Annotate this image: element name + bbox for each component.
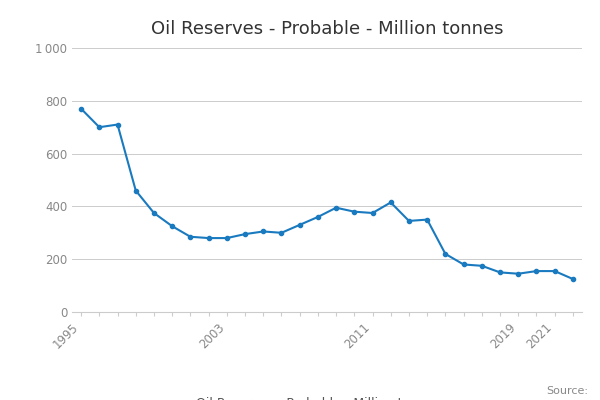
Oil Reserves - Probable - Million tonnes [569,277,577,282]
Oil Reserves - Probable - Million tonnes [332,205,340,210]
Line: Oil Reserves - Probable - Million tonnes: Oil Reserves - Probable - Million tonnes [79,107,575,281]
Oil Reserves - Probable - Million tonnes [387,200,394,205]
Oil Reserves - Probable - Million tonnes [278,230,285,235]
Oil Reserves - Probable - Million tonnes [478,264,485,268]
Oil Reserves - Probable - Million tonnes [223,236,230,240]
Oil Reserves - Probable - Million tonnes [369,210,376,215]
Oil Reserves - Probable - Million tonnes [77,106,85,111]
Oil Reserves - Probable - Million tonnes [442,252,449,256]
Title: Oil Reserves - Probable - Million tonnes: Oil Reserves - Probable - Million tonnes [151,20,503,38]
Oil Reserves - Probable - Million tonnes [114,122,121,127]
Oil Reserves - Probable - Million tonnes [406,218,413,223]
Oil Reserves - Probable - Million tonnes [205,236,212,240]
Oil Reserves - Probable - Million tonnes [132,188,139,193]
Oil Reserves - Probable - Million tonnes [460,262,467,267]
Oil Reserves - Probable - Million tonnes [551,269,558,274]
Oil Reserves - Probable - Million tonnes [496,270,503,275]
Oil Reserves - Probable - Million tonnes [314,214,322,219]
Oil Reserves - Probable - Million tonnes [296,222,303,227]
Oil Reserves - Probable - Million tonnes [96,125,103,130]
Oil Reserves - Probable - Million tonnes [515,271,522,276]
Legend: Oil Reserves - Probable - Million tonnes: Oil Reserves - Probable - Million tonnes [173,398,440,400]
Oil Reserves - Probable - Million tonnes [424,217,431,222]
Oil Reserves - Probable - Million tonnes [151,210,158,215]
Oil Reserves - Probable - Million tonnes [351,209,358,214]
Oil Reserves - Probable - Million tonnes [533,269,540,274]
Oil Reserves - Probable - Million tonnes [187,234,194,239]
Oil Reserves - Probable - Million tonnes [260,229,267,234]
Oil Reserves - Probable - Million tonnes [169,224,176,229]
Text: Source:: Source: [546,386,588,396]
Oil Reserves - Probable - Million tonnes [241,232,248,236]
